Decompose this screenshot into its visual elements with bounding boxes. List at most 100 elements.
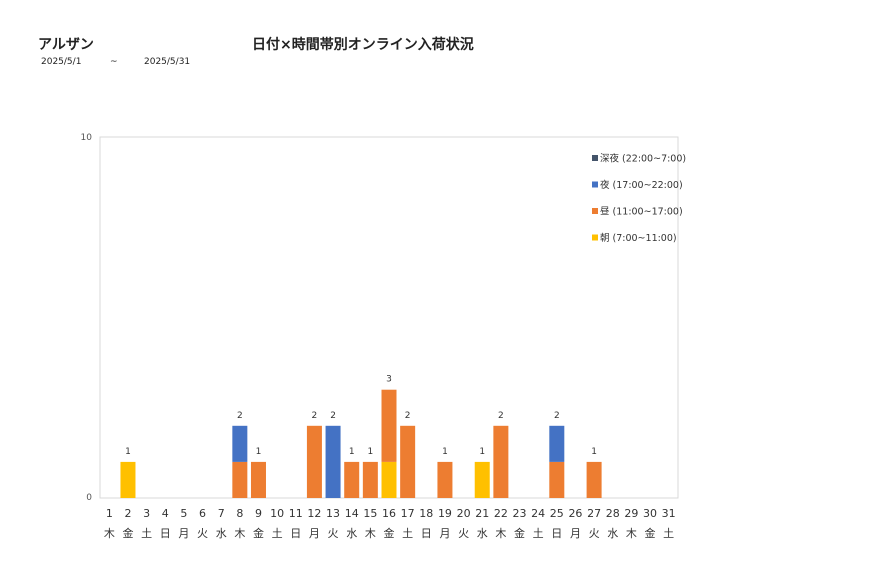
x-tick-label-day: 18 [419,507,433,520]
x-tick-label-weekday: 木 [234,527,245,540]
legend-label-morning: 朝 (7:00~11:00) [600,233,677,244]
data-label-total: 2 [554,411,560,421]
x-tick-label-day: 21 [475,507,489,520]
bar-segment-day-19 [437,461,453,498]
bar-segment-day-17 [400,425,416,498]
x-tick-label-weekday: 月 [570,527,581,540]
legend-swatch-morning [592,234,598,241]
x-tick-label-day: 5 [180,507,187,520]
x-tick-label-day: 28 [606,507,620,520]
legend-label-day: 昼 (11:00~17:00) [600,207,683,218]
x-tick-label-weekday: 木 [365,527,376,540]
data-label-total: 3 [386,375,392,385]
x-tick-label-weekday: 土 [663,527,674,540]
data-label-total: 1 [591,447,597,457]
bar-segment-morning-16 [381,461,397,498]
x-tick-label-weekday: 土 [402,527,413,540]
bar-segment-day-15 [362,461,378,498]
x-axis-labels: 1木2金3土4日5月6火7水8木9金10土11日12月13火14水15木16金1… [104,507,676,540]
bar-segment-day-9 [250,461,266,498]
x-tick-label-day: 30 [643,507,657,520]
legend-label-late_night: 深夜 (22:00~7:00) [600,153,686,165]
x-tick-label-day: 27 [587,507,601,520]
x-tick-label-weekday: 水 [346,527,357,540]
x-tick-label-day: 9 [255,507,262,520]
x-tick-label-day: 1 [106,507,113,520]
bar-segment-morning-2 [120,461,136,498]
x-tick-label-weekday: 土 [533,527,544,540]
bar-segment-day-12 [306,425,322,498]
x-tick-label-day: 15 [363,507,377,520]
bar-segment-day-27 [586,461,602,498]
data-label-total: 2 [330,411,336,421]
data-label-total: 1 [442,447,448,457]
x-tick-label-weekday: 日 [421,527,432,540]
y-tick-label-bottom: 0 [86,493,92,503]
date-to: 2025/5/31 [144,57,191,67]
x-tick-label-weekday: 金 [384,526,395,540]
x-tick-label-day: 6 [199,507,206,520]
x-tick-label-day: 20 [457,507,471,520]
x-tick-label-weekday: 水 [607,527,618,540]
legend-swatch-day [592,208,598,214]
date-range-separator: ~ [110,57,118,67]
data-label-total: 1 [125,447,131,457]
x-tick-label-weekday: 火 [589,527,600,540]
x-tick-label-weekday: 土 [272,527,283,540]
x-tick-label-day: 2 [124,507,131,520]
x-tick-label-weekday: 木 [104,527,115,540]
bar-segment-day-14 [344,461,360,498]
x-tick-label-weekday: 月 [178,527,189,540]
x-tick-label-weekday: 金 [514,526,525,540]
x-tick-label-weekday: 火 [328,527,339,540]
x-tick-label-weekday: 木 [626,527,637,540]
x-tick-label-weekday: 火 [197,527,208,540]
date-from: 2025/5/1 [41,57,82,67]
x-tick-label-weekday: 日 [160,527,171,540]
x-tick-label-day: 29 [624,507,638,520]
bar-segment-day-16 [381,389,397,462]
data-label-total: 1 [349,447,355,457]
bars-group [120,389,602,498]
bar-segment-day-25 [549,461,565,498]
bar-segment-morning-21 [474,461,490,498]
x-tick-label-weekday: 金 [645,526,656,540]
x-tick-label-weekday: 日 [290,527,301,540]
x-tick-label-day: 31 [662,507,676,520]
data-label-total: 1 [479,447,485,457]
x-tick-label-day: 7 [218,507,225,520]
data-labels-group: 1 2 1 2 2 1 1 3 2 1 1 2 2 1 [125,375,597,457]
x-tick-label-day: 12 [307,507,321,520]
x-tick-label-day: 19 [438,507,452,520]
data-label-total: 2 [498,411,504,421]
x-tick-label-day: 11 [289,507,303,520]
x-tick-label-day: 22 [494,507,508,520]
x-tick-label-day: 8 [236,507,243,520]
x-tick-label-day: 13 [326,507,340,520]
x-tick-label-day: 16 [382,507,396,520]
x-tick-label-day: 25 [550,507,564,520]
x-tick-label-day: 26 [568,507,582,520]
bar-segment-day-22 [493,425,509,498]
x-tick-label-day: 10 [270,507,284,520]
x-tick-label-weekday: 土 [141,527,152,540]
data-label-total: 1 [256,447,262,457]
legend-swatch-late_night [592,155,598,161]
x-tick-label-weekday: 水 [216,527,227,540]
x-tick-label-weekday: 火 [458,527,469,540]
bar-segment-night-8 [232,425,248,462]
bar-segment-day-8 [232,461,248,498]
x-tick-label-weekday: 金 [253,526,264,540]
data-label-total: 2 [312,411,318,421]
x-tick-label-day: 24 [531,507,545,520]
data-label-total: 2 [405,411,411,421]
x-tick-label-day: 3 [143,507,150,520]
x-tick-label-day: 23 [513,507,527,520]
bar-segment-night-13 [325,425,341,498]
x-tick-label-weekday: 木 [495,527,506,540]
legend: 深夜 (22:00~7:00) 夜 (17:00~22:00) 昼 (11:00~1… [592,153,686,244]
y-tick-label-top: 10 [81,133,93,143]
data-label-total: 1 [367,447,373,457]
data-label-total: 2 [237,411,243,421]
